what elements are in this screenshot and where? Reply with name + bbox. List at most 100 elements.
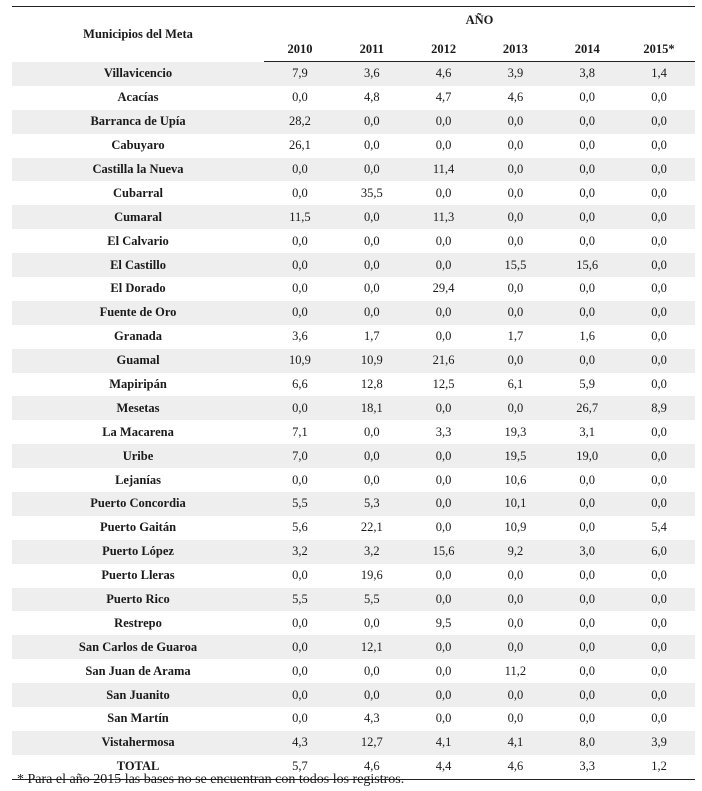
table-row: Vistahermosa 4,3 12,7 4,1 4,1 8,0 3,9 [12,730,695,755]
value-cell-2011: 0,0 [335,109,408,134]
value-cell-2013: 4,1 [479,730,552,755]
municipio-name: Fuente de Oro [12,300,265,325]
value-cell-2013: 19,3 [504,424,527,439]
value-cell-2015: 0,0 [651,138,667,153]
municipio-name: San Carlos de Guaroa [12,635,265,660]
value-cell-2010: 0,0 [264,157,336,182]
value-cell-2012: 21,6 [407,348,480,373]
value-cell-2014: 0,0 [579,568,596,583]
value-cell-2015: 0,0 [623,253,695,278]
total-row: TOTAL 5,7 4,6 4,4 4,6 3,3 1,2 [12,754,695,780]
table-row: El Dorado 0,0 0,0 29,4 0,0 0,0 0,0 [12,277,695,301]
municipio-name: Vistahermosa [12,730,265,755]
value-cell-2013: 10,6 [504,472,527,487]
value-cell-2014: 0,0 [579,185,596,200]
value-cell-2013: 0,0 [479,683,552,708]
value-cell-2014: 0,0 [579,663,596,678]
value-cell-2014: 8,0 [551,730,624,755]
value-cell-2013: 0,0 [479,396,552,421]
value-cell-2013: 0,0 [507,281,524,296]
value-cell-2015: 0,0 [651,233,667,248]
value-cell-2015: 0,0 [651,711,667,726]
year-header-2012: 2012 [407,33,480,62]
value-cell-2011: 0,0 [335,300,408,325]
value-cell-2014: 0,0 [579,711,596,726]
value-cell-2012: 11,4 [407,157,480,182]
value-cell-2014: 0,0 [579,90,596,105]
value-cell-2015: 6,0 [623,539,695,564]
value-cell-2015: 0,0 [651,424,667,439]
value-cell-2013: 10,1 [479,492,552,516]
value-cell-2011: 5,3 [335,492,408,516]
value-cell-2012: 0,0 [407,444,480,469]
value-cell-2011: 1,7 [363,329,380,344]
value-cell-2012: 0,0 [407,635,480,660]
value-cell-2014: 0,0 [579,520,596,535]
value-cell-2011: 0,0 [363,233,380,248]
value-cell-2012: 0,0 [407,396,480,421]
municipio-name: Castilla la Nueva [12,157,265,182]
value-cell-2014: 0,0 [551,348,624,373]
municipio-name: Granada [114,329,162,344]
municipio-name: Cubarral [113,185,164,200]
value-cell-2010: 11,5 [264,205,336,230]
value-cell-2013: 0,0 [479,635,552,660]
value-cell-2014: 0,0 [579,472,596,487]
value-cell-2010: 0,0 [264,253,336,278]
value-cell-2010: 7,1 [292,424,308,439]
value-cell-2012: 0,0 [435,233,452,248]
table-row: Puerto Gaitán 5,6 22,1 0,0 10,9 0,0 5,4 [12,516,695,540]
value-cell-2010: 3,2 [264,539,336,564]
table-row: Guamal 10,9 10,9 21,6 0,0 0,0 0,0 [12,348,695,373]
value-cell-2011: 0,0 [363,281,380,296]
value-cell-2015: 0,0 [651,615,667,630]
value-cell-2013: 0,0 [479,587,552,612]
value-cell-2014: 3,8 [551,61,624,86]
municipio-name: Puerto Rico [12,587,265,612]
value-cell-2010: 0,0 [264,635,336,660]
table-row: Mesetas 0,0 18,1 0,0 0,0 26,7 8,9 [12,396,695,421]
value-cell-2013: 15,5 [479,253,552,278]
municipios-table: Municipios del Meta AÑO 2010 2011 2012 2… [12,6,695,780]
value-cell-2010: 0,0 [264,683,336,708]
value-cell-2012: 0,0 [435,663,452,678]
municipio-name: Puerto Gaitán [100,520,177,535]
value-cell-2015: 1,4 [623,61,695,86]
table-row: San Carlos de Guaroa 0,0 12,1 0,0 0,0 0,0 0,0 [12,635,695,660]
value-cell-2011: 19,6 [360,568,383,583]
value-cell-2013: 6,1 [507,377,524,392]
value-cell-2014: 19,0 [551,444,624,469]
footnote: * Para el año 2015 las bases no se encue… [17,772,405,787]
value-cell-2012: 0,0 [435,711,452,726]
value-cell-2011: 3,6 [335,61,408,86]
value-cell-2010: 7,0 [264,444,336,469]
municipio-name: Barranca de Upía [12,109,265,134]
value-cell-2012: 0,0 [435,138,452,153]
value-cell-2012: 4,6 [407,61,480,86]
value-cell-2011: 0,0 [363,472,380,487]
value-cell-2011: 4,6 [335,754,408,780]
value-cell-2011: 10,9 [335,348,408,373]
value-cell-2011: 3,2 [335,539,408,564]
value-cell-2010: 4,3 [264,730,336,755]
value-cell-2014: 0,0 [551,587,624,612]
value-cell-2014: 0,0 [551,300,624,325]
table-row: El Castillo 0,0 0,0 0,0 15,5 15,6 0,0 [12,253,695,278]
value-cell-2012: 9,5 [435,615,452,630]
value-cell-2015: 0,0 [623,157,695,182]
table-header: Municipios del Meta AÑO 2010 2011 2012 2… [12,6,695,62]
value-cell-2014: 26,7 [551,396,624,421]
value-cell-2010: 0,0 [292,711,308,726]
value-cell-2014: 0,0 [579,615,596,630]
value-cell-2010: 5,6 [292,520,308,535]
table-row: Puerto Rico 5,5 5,5 0,0 0,0 0,0 0,0 [12,587,695,612]
value-cell-2014: 0,0 [551,683,624,708]
value-cell-2011: 4,8 [363,90,380,105]
table-row: Puerto Lleras 0,0 19,6 0,0 0,0 0,0 0,0 [12,564,695,588]
value-cell-2013: 0,0 [479,109,552,134]
value-cell-2015: 0,0 [651,377,667,392]
value-cell-2012: 0,0 [407,253,480,278]
value-cell-2012: 0,0 [407,683,480,708]
value-cell-2012: 0,0 [407,492,480,516]
value-cell-2013: 4,6 [479,754,552,780]
